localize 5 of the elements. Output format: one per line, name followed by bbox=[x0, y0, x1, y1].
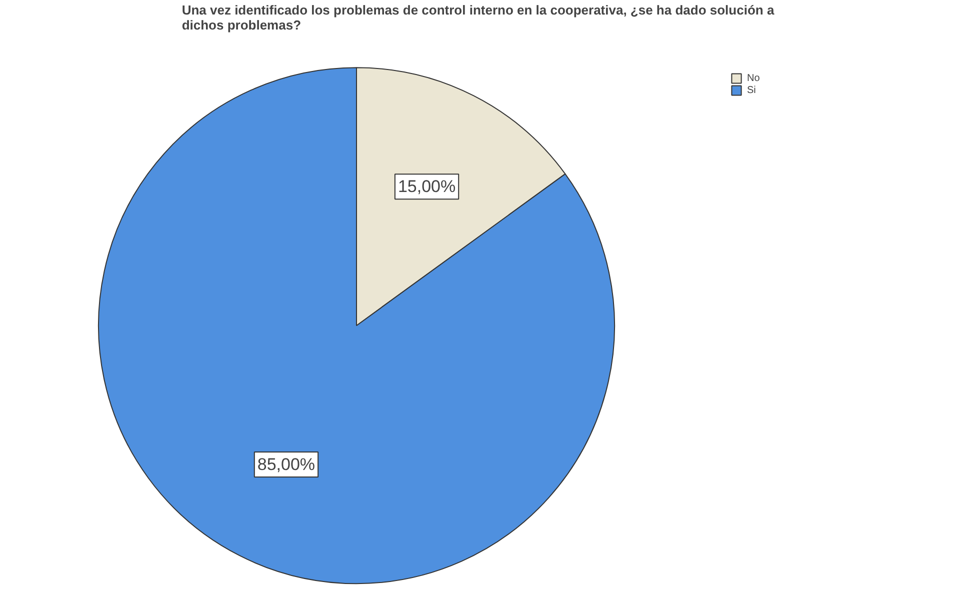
legend-label: No bbox=[747, 72, 761, 84]
legend-label: Si bbox=[747, 84, 757, 96]
data-label: 15,00% bbox=[398, 177, 456, 196]
chart-title: Una vez identificado los problemas de control interno en la cooperativa, ¿se ha dado solución a dichos problemas? bbox=[182, 2, 775, 32]
data-label: 85,00% bbox=[257, 455, 316, 474]
